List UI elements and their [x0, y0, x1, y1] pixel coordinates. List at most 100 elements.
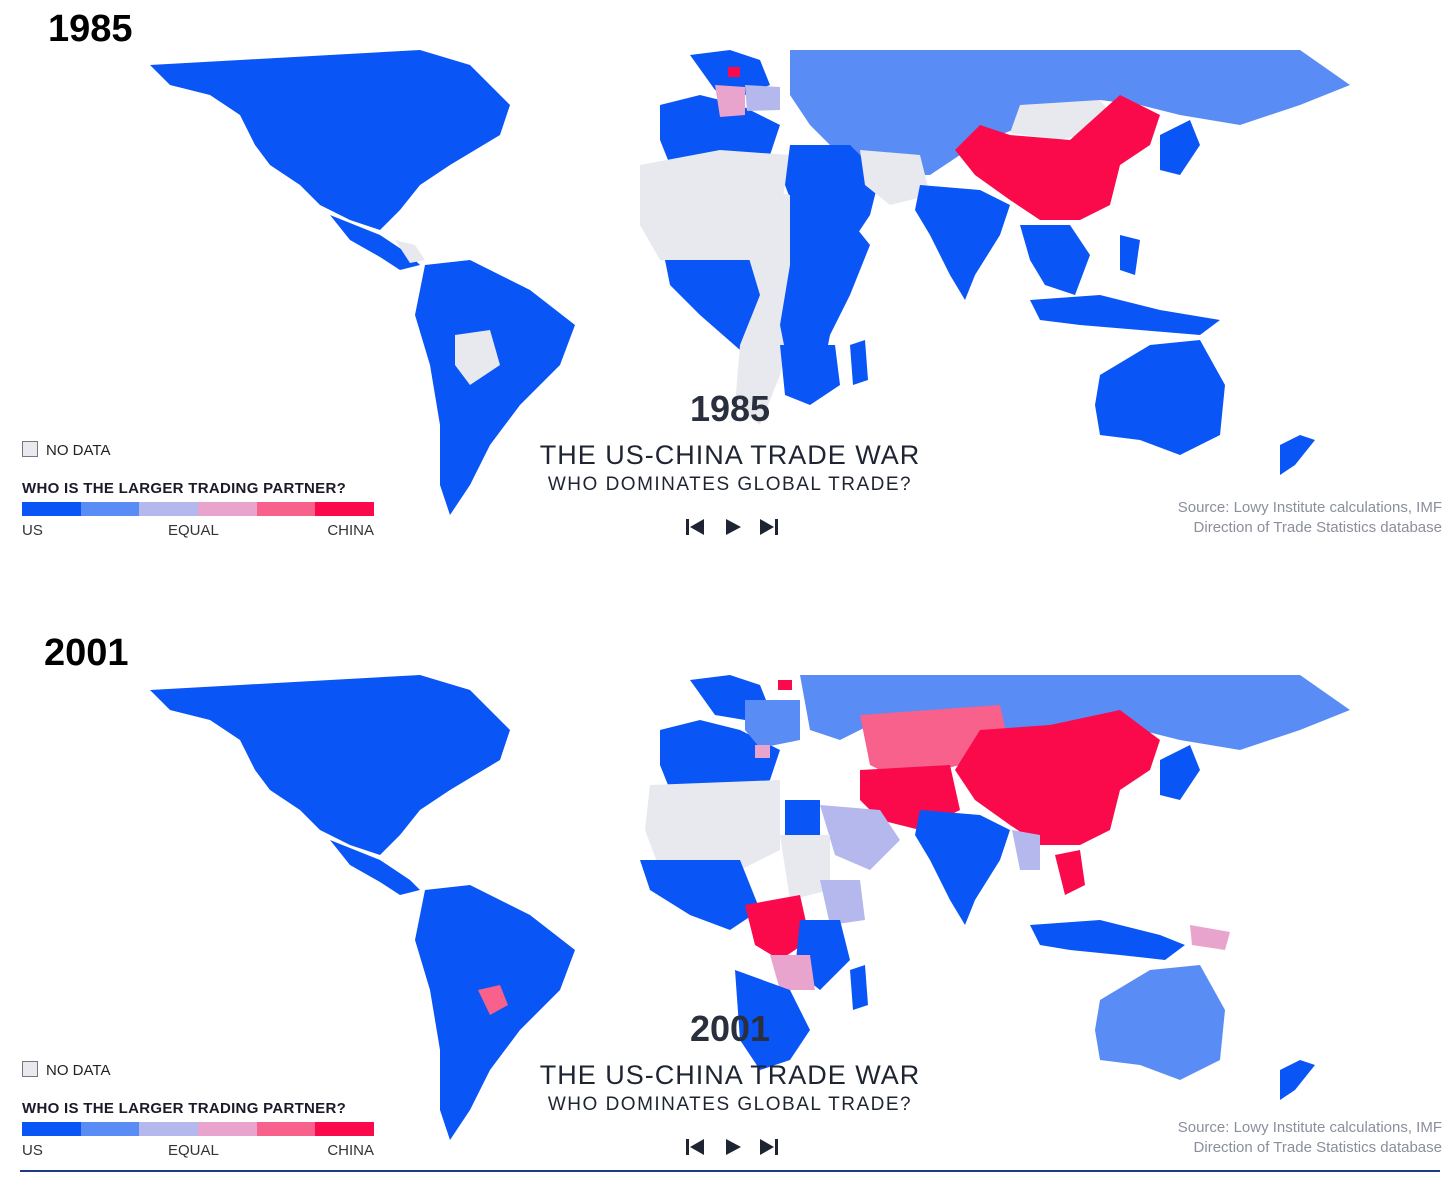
legend-no-data: NO DATA — [22, 441, 110, 459]
region-egypt — [785, 800, 820, 840]
region-central-america — [330, 215, 420, 270]
skip-back-icon[interactable] — [683, 515, 707, 539]
year-heading: 2001 — [44, 632, 129, 674]
no-data-swatch — [22, 1061, 38, 1077]
region-bolivia-nodata — [455, 330, 500, 385]
region-myanmar — [1012, 830, 1040, 870]
source-note: Source: Lowy Institute calculations, IMF… — [1178, 1118, 1442, 1158]
region-australia — [1095, 965, 1225, 1080]
region-madagascar — [850, 340, 868, 385]
region-philippines — [1120, 235, 1140, 275]
legend-swatch-china-mid — [256, 1122, 316, 1136]
year-heading: 1985 — [48, 8, 133, 50]
region-balkans — [755, 745, 770, 758]
source-line-2: Direction of Trade Statistics database — [1193, 519, 1442, 536]
legend-swatch-us-light — [139, 502, 199, 516]
region-south-america — [415, 885, 575, 1140]
legend-no-data: NO DATA — [22, 1061, 110, 1079]
source-line-1: Source: Lowy Institute calculations, IMF — [1177, 1119, 1442, 1136]
legend-swatch-us-mid — [80, 1122, 140, 1136]
legend-label-equal: EQUAL — [168, 1142, 219, 1159]
legend-swatch-china-strong — [315, 502, 375, 516]
region-ethiopia — [820, 880, 865, 925]
region-papua — [1190, 925, 1230, 950]
region-germany — [715, 85, 745, 117]
region-sudan-nodata — [780, 835, 830, 900]
region-southern-africa — [735, 970, 810, 1070]
no-data-swatch — [22, 441, 38, 457]
play-icon[interactable] — [721, 515, 745, 539]
region-southeast-asia — [1020, 225, 1090, 295]
region-poland — [745, 85, 780, 111]
source-note: Source: Lowy Institute calculations, IMF… — [1178, 498, 1442, 538]
legend-swatch-us-strong — [22, 502, 81, 516]
region-indonesia — [1030, 295, 1220, 335]
legend-title: WHO IS THE LARGER TRADING PARTNER? — [22, 1100, 347, 1117]
region-russia — [790, 50, 1350, 175]
legend-swatch-us-mid — [80, 502, 140, 516]
legend-label-equal: EQUAL — [168, 522, 219, 539]
no-data-label: NO DATA — [46, 1062, 111, 1079]
map-subtitle: WHO DOMINATES GLOBAL TRADE? — [547, 1094, 913, 1115]
legend-color-scale — [22, 1122, 375, 1136]
region-north-america — [150, 50, 510, 230]
legend-swatch-us-light — [139, 1122, 199, 1136]
region-north-america — [150, 675, 510, 855]
region-west-africa — [640, 860, 760, 930]
region-baltic — [778, 680, 792, 690]
legend-title: WHO IS THE LARGER TRADING PARTNER? — [22, 480, 347, 497]
region-east-africa — [780, 195, 870, 385]
region-southern-africa — [780, 345, 840, 405]
region-mexico-nodata — [395, 240, 425, 263]
region-japan — [1160, 120, 1200, 175]
world-map — [150, 50, 1350, 515]
region-paraguay — [478, 985, 508, 1015]
region-australia — [1095, 340, 1225, 455]
region-india — [915, 185, 1010, 300]
region-angola-zambia — [770, 955, 815, 990]
playback-controls — [683, 515, 783, 539]
legend-swatch-us-strong — [22, 1122, 81, 1136]
playback-controls — [683, 1135, 783, 1159]
play-icon[interactable] — [721, 1135, 745, 1159]
bottom-divider — [20, 1170, 1440, 1172]
legend-label-china: CHINA — [327, 1142, 374, 1159]
region-iran-nodata — [860, 150, 930, 205]
region-indonesia — [1030, 920, 1185, 960]
legend-swatch-china-mid — [256, 502, 316, 516]
map-year-label: 2001 — [689, 1008, 771, 1049]
map-title: THE US-CHINA TRADE WAR — [539, 1060, 921, 1090]
source-line-1: Source: Lowy Institute calculations, IMF — [1177, 499, 1442, 516]
region-japan — [1160, 745, 1200, 800]
source-line-2: Direction of Trade Statistics database — [1193, 1139, 1442, 1156]
map-title: THE US-CHINA TRADE WAR — [539, 440, 921, 470]
no-data-label: NO DATA — [46, 442, 111, 459]
region-south-america — [415, 260, 575, 515]
legend-label-us: US — [22, 522, 43, 539]
region-vietnam — [1055, 850, 1085, 895]
legend-swatch-china-light — [198, 502, 257, 516]
map-year-label: 1985 — [689, 388, 771, 429]
legend-swatch-china-light — [198, 1122, 257, 1136]
map-panel-1985: 1985 — [0, 0, 1456, 580]
legend-label-china: CHINA — [327, 522, 374, 539]
region-drc — [745, 895, 810, 960]
skip-forward-icon[interactable] — [757, 515, 781, 539]
skip-forward-icon[interactable] — [757, 1135, 781, 1159]
region-central-america — [330, 840, 420, 895]
region-new-zealand — [1280, 435, 1315, 475]
skip-back-icon[interactable] — [683, 1135, 707, 1159]
region-china — [955, 710, 1160, 845]
region-india — [915, 810, 1010, 925]
region-new-zealand — [1280, 1060, 1315, 1100]
region-north-africa-nodata — [645, 780, 780, 870]
map-panel-2001: 2001 — [0, 620, 1456, 1200]
map-subtitle: WHO DOMINATES GLOBAL TRADE? — [547, 474, 913, 495]
region-madagascar — [850, 965, 868, 1010]
region-arabia — [820, 805, 900, 870]
world-map — [150, 675, 1350, 1140]
region-china — [955, 95, 1160, 220]
region-russia — [800, 675, 1350, 750]
region-eastern-europe — [745, 700, 800, 748]
legend-label-us: US — [22, 1142, 43, 1159]
